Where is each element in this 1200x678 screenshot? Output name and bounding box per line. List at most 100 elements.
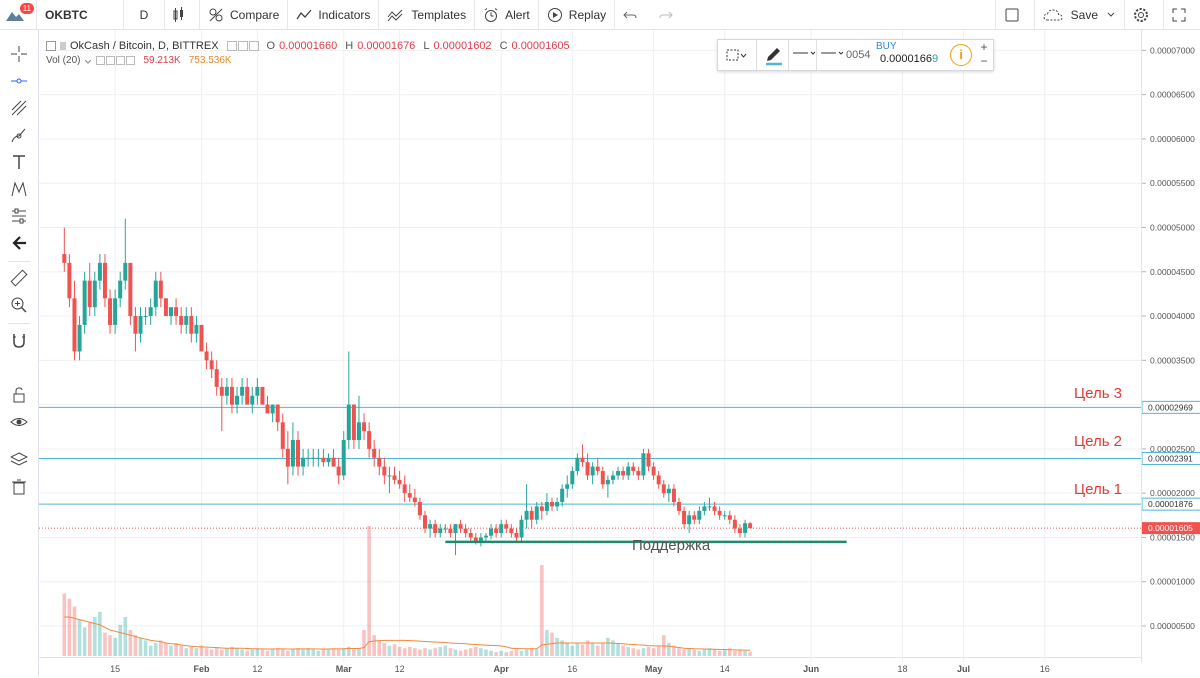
eye-icon[interactable] [96,56,106,65]
volume-bar [153,643,158,656]
time-axis[interactable]: 15 Feb 12 Mar 12 Apr 16 May 14 Jun 18 Jul 16 [39,657,1141,678]
volume-bar [636,649,641,656]
chart-style-button[interactable] [165,0,200,29]
volume-bar [250,649,255,656]
lock-tool[interactable] [9,385,29,405]
candle-body [692,515,697,520]
alert-button[interactable]: Alert [475,0,539,29]
brush-tool[interactable] [9,125,29,145]
more-icon[interactable] [248,41,259,51]
candle-body [702,506,707,511]
candle-body [529,510,534,520]
candle-body [402,484,407,494]
volume-bar [143,640,148,656]
interval-button[interactable]: D [124,0,165,29]
measure-tool[interactable] [9,268,29,288]
crosshair-icon [11,46,27,62]
layout-button[interactable] [994,0,1035,29]
price-chart[interactable] [39,30,1141,662]
buy-label[interactable]: BUY [876,41,897,52]
info-icon[interactable]: i [950,44,972,66]
visibility-tool[interactable] [9,412,29,432]
candle-body [428,524,433,529]
compare-button[interactable]: Compare [200,0,289,29]
back-tool[interactable] [9,233,29,253]
close-value: 0.00001605 [511,40,570,52]
candle-body [128,262,133,317]
logo-button[interactable]: 11 [0,0,37,29]
support-annotation[interactable]: Поддержка [632,537,711,554]
brush-icon [11,128,26,143]
pitchfork-tool[interactable] [9,98,29,118]
buy-price[interactable]: 0.00001669 [880,53,938,65]
templates-label: Templates [411,7,467,22]
volume-bar [479,648,483,656]
select-area-button[interactable] [726,48,748,65]
more-icon[interactable] [126,56,136,65]
series-actions[interactable] [226,41,259,51]
object-tree-tool[interactable] [9,450,29,470]
indicators-button[interactable]: Indicators [288,0,380,29]
eye-icon[interactable] [226,41,237,51]
candle-body [108,298,113,325]
volume-title: Vol (20) [46,55,81,66]
redo-button[interactable] [651,0,687,29]
chevron-down-icon[interactable] [84,57,92,65]
templates-button[interactable]: Templates [379,0,476,29]
close-icon[interactable] [116,56,126,65]
zoom-tool[interactable] [9,295,29,315]
pattern-tool[interactable] [9,179,29,199]
line-color-button[interactable] [764,46,784,69]
symbol-search[interactable]: OKBTC [37,0,124,29]
gear-icon[interactable] [106,56,116,65]
volume-bar [540,565,544,656]
series-legend-row: OkCash / Bitcoin, D, BITTREX O 0.00001660… [46,40,570,52]
target1-annotation[interactable]: Цель 1 [1074,481,1123,498]
volume-bar [611,640,615,656]
gear-icon [1134,7,1148,22]
candle-body [590,466,595,476]
replay-label: Replay [568,7,607,22]
text-tool[interactable] [9,152,29,172]
target3-annotation[interactable]: Цель 3 [1074,385,1123,402]
volume-actions[interactable] [96,56,136,65]
fullscreen-button[interactable] [1164,0,1200,29]
volume-bar [504,652,509,656]
collapse-icon[interactable] [46,41,56,51]
chevron-down-icon [1107,12,1115,17]
line-style-button[interactable] [820,49,846,62]
candle-body [331,457,336,467]
remove-drawings-tool[interactable] [9,477,29,497]
trend-line-tool[interactable] [9,71,29,91]
candle-body [600,471,605,485]
candle-body [204,351,209,361]
volume-bar [377,640,382,656]
candle-body [382,466,387,476]
candle-body [595,466,600,472]
prediction-tool[interactable] [9,206,29,226]
undo-button[interactable] [615,0,651,29]
settings-button[interactable] [1125,0,1164,29]
decrease-button[interactable]: − [980,54,988,68]
crosshair-tool[interactable] [9,44,29,64]
candle-body [671,488,676,503]
candle-body [448,528,453,534]
magnet-tool[interactable] [9,331,29,351]
volume-bar [306,648,310,656]
candle-body [646,453,651,467]
gear-icon[interactable] [237,41,248,51]
volume-bar [651,648,656,656]
save-button[interactable]: Save [1035,0,1125,29]
increase-button[interactable]: + [980,40,988,54]
line-width-button[interactable] [792,49,818,62]
candle-body [214,369,219,387]
volume-bar [82,627,87,656]
templates-icon [388,9,403,21]
volume-bar [474,646,478,656]
volume-bar [697,650,702,656]
candle-body [473,537,478,542]
floating-drawing-toolbar: 0054 [717,39,994,71]
target2-annotation[interactable]: Цель 2 [1074,433,1123,450]
replay-button[interactable]: Replay [539,0,616,29]
price-axis[interactable]: 0.00007000 0.00006500 0.00006000 0.00005500… [1141,30,1200,662]
